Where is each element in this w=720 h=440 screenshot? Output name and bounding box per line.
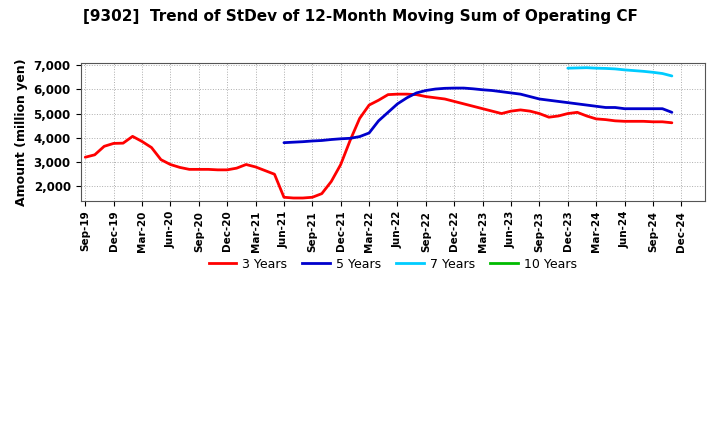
- 5 Years: [667, 110, 676, 115]
- 5 Years: [592, 104, 600, 109]
- 5 Years: [544, 98, 553, 103]
- 5 Years: [526, 94, 534, 99]
- 5 Years: [412, 90, 420, 95]
- 5 Years: [336, 136, 345, 141]
- 5 Years: [384, 110, 392, 115]
- 5 Years: [450, 85, 459, 91]
- 5 Years: [535, 96, 544, 102]
- Line: 3 Years: 3 Years: [85, 94, 672, 198]
- Text: [9302]  Trend of StDev of 12-Month Moving Sum of Operating CF: [9302] Trend of StDev of 12-Month Moving…: [83, 9, 637, 24]
- 7 Years: [630, 68, 639, 73]
- 5 Years: [601, 105, 610, 110]
- 5 Years: [507, 90, 516, 95]
- 7 Years: [658, 71, 667, 76]
- 5 Years: [516, 92, 525, 97]
- 7 Years: [639, 69, 648, 74]
- 5 Years: [620, 106, 629, 111]
- 5 Years: [649, 106, 657, 111]
- 5 Years: [459, 85, 468, 91]
- 5 Years: [402, 95, 411, 100]
- 5 Years: [431, 86, 440, 92]
- 5 Years: [393, 101, 402, 106]
- 5 Years: [639, 106, 648, 111]
- 7 Years: [592, 66, 600, 71]
- 5 Years: [611, 105, 619, 110]
- 7 Years: [601, 66, 610, 71]
- Y-axis label: Amount (million yen): Amount (million yen): [15, 58, 28, 205]
- 5 Years: [658, 106, 667, 111]
- 5 Years: [374, 118, 383, 124]
- 7 Years: [667, 73, 676, 79]
- 7 Years: [611, 66, 619, 72]
- 3 Years: [658, 119, 667, 125]
- 3 Years: [667, 120, 676, 125]
- 7 Years: [573, 65, 582, 70]
- 5 Years: [346, 136, 354, 141]
- 3 Years: [365, 103, 374, 108]
- 5 Years: [289, 139, 298, 145]
- 7 Years: [582, 65, 591, 70]
- 5 Years: [554, 99, 562, 104]
- 5 Years: [279, 140, 288, 145]
- 7 Years: [620, 67, 629, 73]
- 5 Years: [299, 139, 307, 144]
- 5 Years: [318, 138, 326, 143]
- 5 Years: [469, 86, 477, 92]
- 5 Years: [564, 100, 572, 105]
- 3 Years: [393, 92, 402, 97]
- 5 Years: [582, 103, 591, 108]
- 3 Years: [242, 162, 251, 167]
- 5 Years: [573, 101, 582, 106]
- 3 Years: [289, 195, 298, 201]
- 5 Years: [630, 106, 639, 111]
- 5 Years: [441, 86, 449, 91]
- 3 Years: [81, 154, 89, 160]
- 5 Years: [487, 88, 496, 93]
- Legend: 3 Years, 5 Years, 7 Years, 10 Years: 3 Years, 5 Years, 7 Years, 10 Years: [209, 258, 577, 271]
- 5 Years: [421, 88, 430, 93]
- 5 Years: [308, 138, 317, 143]
- 5 Years: [498, 89, 506, 94]
- 5 Years: [365, 130, 374, 136]
- 7 Years: [564, 66, 572, 71]
- 7 Years: [649, 70, 657, 75]
- 5 Years: [356, 134, 364, 139]
- 5 Years: [478, 87, 487, 92]
- 3 Years: [507, 109, 516, 114]
- Line: 5 Years: 5 Years: [284, 88, 672, 143]
- 3 Years: [384, 92, 392, 97]
- 5 Years: [327, 137, 336, 142]
- 3 Years: [261, 168, 269, 173]
- Line: 7 Years: 7 Years: [568, 68, 672, 76]
